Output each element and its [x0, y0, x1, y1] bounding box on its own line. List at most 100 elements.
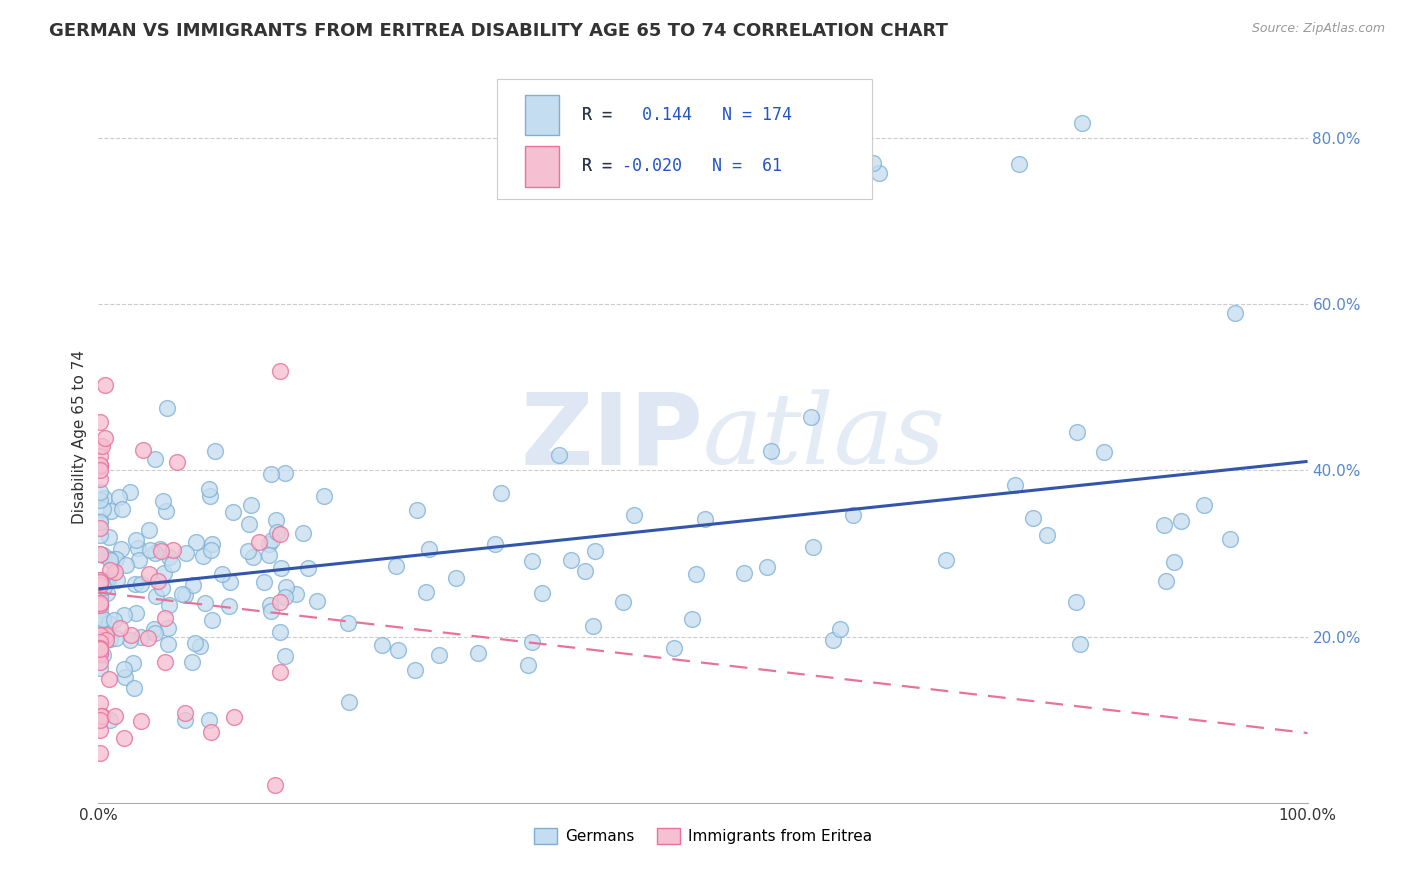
- Point: [89, 574, 111, 589]
- Point: [96, 586, 118, 600]
- Point: [120, 484, 142, 499]
- Point: [1153, 517, 1175, 532]
- Point: [800, 409, 823, 424]
- Point: [89, 723, 111, 737]
- Point: [146, 574, 169, 589]
- Point: [406, 503, 429, 517]
- Point: [266, 512, 288, 526]
- Point: [89, 603, 111, 617]
- Point: [285, 587, 308, 601]
- Point: [89, 574, 111, 588]
- Point: [1154, 574, 1177, 589]
- Point: [93, 580, 115, 594]
- Point: [98, 713, 121, 727]
- Point: [153, 655, 176, 669]
- Point: [270, 561, 292, 575]
- Point: [274, 466, 297, 480]
- Point: [96, 628, 118, 642]
- Point: [124, 606, 146, 620]
- Point: [132, 442, 155, 457]
- Point: [198, 489, 221, 503]
- Point: [522, 635, 544, 649]
- Text: Source: ZipAtlas.com: Source: ZipAtlas.com: [1251, 22, 1385, 36]
- Point: [98, 553, 121, 567]
- Point: [191, 549, 214, 564]
- Point: [862, 156, 884, 170]
- Point: [89, 646, 111, 660]
- Point: [89, 458, 111, 472]
- Point: [222, 505, 245, 519]
- Point: [1223, 306, 1246, 320]
- Point: [548, 448, 571, 462]
- Point: [186, 535, 208, 549]
- Point: [94, 431, 117, 445]
- Point: [155, 611, 177, 625]
- Point: [138, 543, 160, 558]
- Point: [273, 590, 295, 604]
- Point: [91, 548, 114, 562]
- Point: [94, 378, 117, 392]
- Point: [842, 508, 865, 522]
- Point: [150, 582, 173, 596]
- Point: [89, 696, 111, 710]
- Point: [162, 543, 184, 558]
- Point: [1070, 116, 1092, 130]
- Point: [110, 541, 132, 556]
- Point: [89, 484, 111, 499]
- Point: [269, 624, 291, 639]
- Point: [142, 622, 165, 636]
- Point: [803, 541, 825, 555]
- Point: [371, 638, 394, 652]
- Point: [98, 552, 121, 566]
- Point: [222, 710, 245, 724]
- Point: [756, 560, 779, 574]
- Point: [112, 607, 135, 622]
- Point: [415, 584, 437, 599]
- Point: [612, 595, 634, 609]
- Point: [100, 504, 122, 518]
- Point: [211, 567, 233, 582]
- Point: [89, 493, 111, 508]
- Text: GERMAN VS IMMIGRANTS FROM ERITREA DISABILITY AGE 65 TO 74 CORRELATION CHART: GERMAN VS IMMIGRANTS FROM ERITREA DISABI…: [49, 22, 948, 40]
- Point: [274, 648, 297, 663]
- Point: [200, 542, 222, 557]
- Point: [181, 578, 204, 592]
- Text: R = -0.020   N =  61: R = -0.020 N = 61: [582, 158, 782, 176]
- Point: [259, 598, 281, 612]
- Point: [173, 713, 195, 727]
- Point: [200, 724, 222, 739]
- Point: [149, 542, 172, 557]
- Point: [292, 525, 315, 540]
- Point: [247, 534, 270, 549]
- Point: [484, 537, 506, 551]
- Point: [173, 706, 195, 720]
- Point: [1219, 532, 1241, 546]
- Point: [574, 564, 596, 578]
- Point: [120, 633, 142, 648]
- Point: [560, 553, 582, 567]
- Point: [89, 642, 111, 657]
- Point: [96, 573, 118, 587]
- Point: [89, 590, 111, 604]
- Point: [531, 586, 554, 600]
- Point: [138, 567, 160, 582]
- Point: [145, 589, 167, 603]
- Point: [89, 746, 111, 760]
- Point: [98, 672, 121, 686]
- Point: [269, 363, 291, 377]
- Text: R =: R =: [582, 158, 612, 176]
- Point: [274, 580, 297, 594]
- Point: [197, 713, 219, 727]
- Point: [94, 633, 117, 648]
- Point: [201, 613, 224, 627]
- Point: [90, 709, 112, 723]
- Point: [1163, 555, 1185, 569]
- Point: [387, 643, 409, 657]
- Point: [89, 613, 111, 627]
- Point: [257, 548, 280, 562]
- Point: [128, 553, 150, 567]
- Point: [89, 632, 111, 647]
- Point: [166, 455, 188, 469]
- Point: [1064, 595, 1087, 609]
- FancyBboxPatch shape: [498, 78, 872, 200]
